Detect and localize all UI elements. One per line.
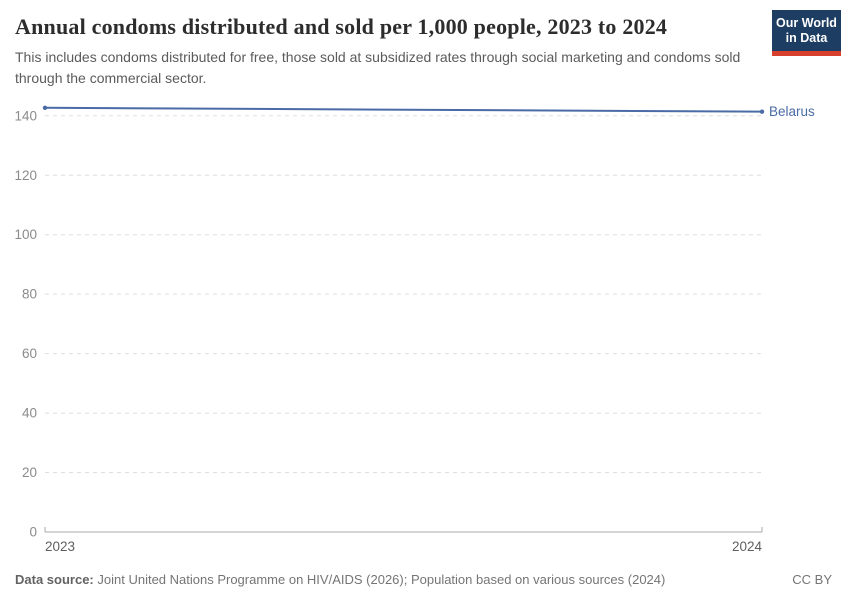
y-axis-tick-label: 120 — [14, 168, 37, 183]
data-source-text: Joint United Nations Programme on HIV/AI… — [97, 572, 666, 587]
owid-logo: Our World in Data — [772, 10, 841, 56]
plot-area: 0 20 40 60 80 100 120 140 2023 2024 Belarus — [0, 91, 850, 561]
x-axis-tick-label: 2024 — [732, 539, 763, 554]
y-axis-tick-label: 100 — [14, 227, 37, 242]
y-axis-tick-label: 80 — [22, 287, 37, 302]
y-axis-tick-label: 60 — [22, 346, 37, 361]
chart-footer: Data source: Joint United Nations Progra… — [0, 572, 850, 587]
owid-logo-line2: in Data — [785, 31, 828, 45]
y-axis-tick-label: 0 — [29, 525, 37, 540]
chart-header: Annual condoms distributed and sold per … — [0, 0, 850, 89]
license-badge: CC BY — [792, 572, 832, 587]
y-axis-tick-label: 140 — [14, 108, 37, 123]
data-source-label: Data source: — [15, 572, 94, 587]
data-source-note: Data source: Joint United Nations Progra… — [15, 572, 665, 587]
chart-svg: 0 20 40 60 80 100 120 140 2023 2024 Belarus — [14, 104, 815, 554]
series-line-belarus — [44, 106, 763, 113]
chart-title: Annual condoms distributed and sold per … — [15, 14, 668, 39]
entity-label-belarus: Belarus — [769, 104, 815, 119]
y-axis-tick-label: 20 — [22, 465, 37, 480]
chart-subtitle: This includes condoms distributed for fr… — [15, 49, 741, 87]
y-axis-tick-label: 40 — [22, 406, 37, 421]
owid-logo-line1: Our World — [776, 16, 837, 30]
series-end-point — [759, 109, 765, 114]
x-axis-tick-label: 2023 — [45, 539, 75, 554]
series-start-point — [42, 105, 48, 110]
